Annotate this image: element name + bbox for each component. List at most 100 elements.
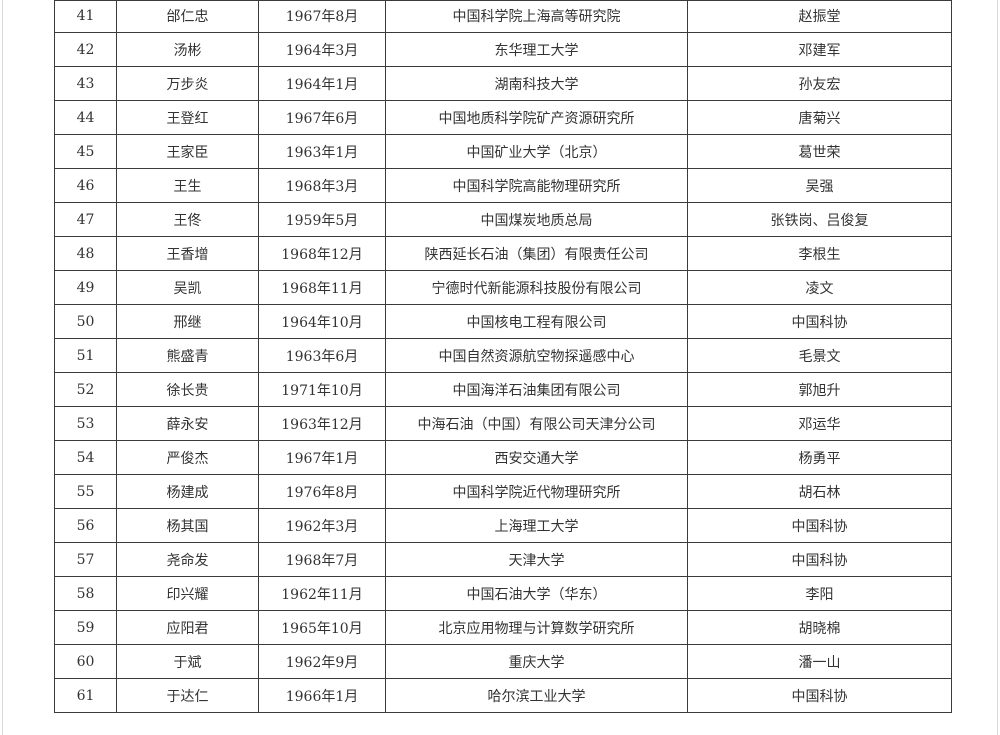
table-row: 54 严俊杰 1967年1月 西安交通大学 杨勇平 (54, 440, 952, 475)
cell-name: 王登红 (116, 100, 259, 135)
table-row: 56 杨其国 1962年3月 上海理工大学 中国科协 (54, 508, 952, 543)
cell-no: 42 (54, 32, 117, 67)
cell-no: 49 (54, 270, 117, 305)
cell-work-unit: 中国石油大学（华东） (385, 576, 688, 611)
cell-nominator: 胡晓棉 (687, 610, 952, 645)
table-row: 60 于斌 1962年9月 重庆大学 潘一山 (54, 644, 952, 679)
cell-work-unit: 中国海洋石油集团有限公司 (385, 372, 688, 407)
cell-birth-date: 1959年5月 (258, 202, 386, 237)
cell-nominator: 孙友宏 (687, 66, 952, 101)
cell-nominator: 中国科协 (687, 542, 952, 577)
cell-name: 邢继 (116, 304, 259, 339)
cell-birth-date: 1971年10月 (258, 372, 386, 407)
cell-no: 51 (54, 338, 117, 373)
cell-no: 60 (54, 644, 117, 679)
table-row: 42 汤彬 1964年3月 东华理工大学 邓建军 (54, 32, 952, 67)
table-row: 57 尧命发 1968年7月 天津大学 中国科协 (54, 542, 952, 577)
table-row: 47 王佟 1959年5月 中国煤炭地质总局 张铁岗、吕俊复 (54, 202, 952, 237)
page-right-edge (997, 0, 998, 735)
cell-no: 59 (54, 610, 117, 645)
cell-work-unit: 中国自然资源航空物探遥感中心 (385, 338, 688, 373)
page-left-edge (2, 0, 3, 735)
cell-name: 印兴耀 (116, 576, 259, 611)
cell-name: 吴凯 (116, 270, 259, 305)
table-row: 41 邰仁忠 1967年8月 中国科学院上海高等研究院 赵振堂 (54, 0, 952, 33)
cell-nominator: 赵振堂 (687, 0, 952, 33)
cell-work-unit: 天津大学 (385, 542, 688, 577)
cell-name: 于达仁 (116, 678, 259, 713)
cell-name: 尧命发 (116, 542, 259, 577)
cell-birth-date: 1976年8月 (258, 474, 386, 509)
cell-work-unit: 东华理工大学 (385, 32, 688, 67)
cell-nominator: 李根生 (687, 236, 952, 271)
cell-birth-date: 1968年12月 (258, 236, 386, 271)
cell-birth-date: 1966年1月 (258, 678, 386, 713)
cell-nominator: 吴强 (687, 168, 952, 203)
table-row: 45 王家臣 1963年1月 中国矿业大学（北京） 葛世荣 (54, 134, 952, 169)
cell-work-unit: 中国矿业大学（北京） (385, 134, 688, 169)
cell-name: 汤彬 (116, 32, 259, 67)
table-row: 44 王登红 1967年6月 中国地质科学院矿产资源研究所 唐菊兴 (54, 100, 952, 135)
cell-no: 56 (54, 508, 117, 543)
cell-birth-date: 1964年1月 (258, 66, 386, 101)
cell-no: 48 (54, 236, 117, 271)
cell-birth-date: 1967年6月 (258, 100, 386, 135)
cell-birth-date: 1968年7月 (258, 542, 386, 577)
cell-no: 44 (54, 100, 117, 135)
cell-no: 61 (54, 678, 117, 713)
table-row: 55 杨建成 1976年8月 中国科学院近代物理研究所 胡石林 (54, 474, 952, 509)
cell-name: 杨其国 (116, 508, 259, 543)
cell-work-unit: 哈尔滨工业大学 (385, 678, 688, 713)
cell-no: 46 (54, 168, 117, 203)
cell-work-unit: 湖南科技大学 (385, 66, 688, 101)
cell-name: 严俊杰 (116, 440, 259, 475)
cell-work-unit: 中海石油（中国）有限公司天津分公司 (385, 406, 688, 441)
cell-birth-date: 1965年10月 (258, 610, 386, 645)
cell-nominator: 李阳 (687, 576, 952, 611)
cell-name: 王香增 (116, 236, 259, 271)
cell-nominator: 葛世荣 (687, 134, 952, 169)
cell-work-unit: 陕西延长石油（集团）有限责任公司 (385, 236, 688, 271)
cell-birth-date: 1962年9月 (258, 644, 386, 679)
cell-nominator: 邓建军 (687, 32, 952, 67)
cell-birth-date: 1963年12月 (258, 406, 386, 441)
cell-nominator: 张铁岗、吕俊复 (687, 202, 952, 237)
cell-no: 55 (54, 474, 117, 509)
table-row: 50 邢继 1964年10月 中国核电工程有限公司 中国科协 (54, 304, 952, 339)
cell-no: 45 (54, 134, 117, 169)
cell-work-unit: 宁德时代新能源科技股份有限公司 (385, 270, 688, 305)
table-row: 53 薛永安 1963年12月 中海石油（中国）有限公司天津分公司 邓运华 (54, 406, 952, 441)
cell-birth-date: 1967年8月 (258, 0, 386, 33)
cell-no: 58 (54, 576, 117, 611)
cell-name: 邰仁忠 (116, 0, 259, 33)
table-body: 41 邰仁忠 1967年8月 中国科学院上海高等研究院 赵振堂 42 汤彬 1964年3月 东华… (54, 0, 952, 713)
cell-birth-date: 1964年10月 (258, 304, 386, 339)
cell-name: 薛永安 (116, 406, 259, 441)
cell-name: 熊盛青 (116, 338, 259, 373)
cell-name: 应阳君 (116, 610, 259, 645)
cell-no: 47 (54, 202, 117, 237)
cell-name: 王生 (116, 168, 259, 203)
cell-no: 57 (54, 542, 117, 577)
cell-work-unit: 中国地质科学院矿产资源研究所 (385, 100, 688, 135)
table-row: 61 于达仁 1966年1月 哈尔滨工业大学 中国科协 (54, 678, 952, 713)
cell-birth-date: 1963年1月 (258, 134, 386, 169)
cell-work-unit: 中国核电工程有限公司 (385, 304, 688, 339)
cell-nominator: 邓运华 (687, 406, 952, 441)
cell-name: 万步炎 (116, 66, 259, 101)
cell-work-unit: 中国煤炭地质总局 (385, 202, 688, 237)
cell-name: 于斌 (116, 644, 259, 679)
candidate-roster-table: 41 邰仁忠 1967年8月 中国科学院上海高等研究院 赵振堂 42 汤彬 1964年3月 东华… (54, 0, 952, 713)
table-row: 46 王生 1968年3月 中国科学院高能物理研究所 吴强 (54, 168, 952, 203)
cell-work-unit: 中国科学院上海高等研究院 (385, 0, 688, 33)
cell-name: 王家臣 (116, 134, 259, 169)
table-row: 48 王香增 1968年12月 陕西延长石油（集团）有限责任公司 李根生 (54, 236, 952, 271)
table-row: 52 徐长贵 1971年10月 中国海洋石油集团有限公司 郭旭升 (54, 372, 952, 407)
cell-no: 53 (54, 406, 117, 441)
cell-nominator: 唐菊兴 (687, 100, 952, 135)
cell-birth-date: 1968年3月 (258, 168, 386, 203)
cell-no: 50 (54, 304, 117, 339)
cell-name: 杨建成 (116, 474, 259, 509)
cell-nominator: 郭旭升 (687, 372, 952, 407)
cell-nominator: 凌文 (687, 270, 952, 305)
